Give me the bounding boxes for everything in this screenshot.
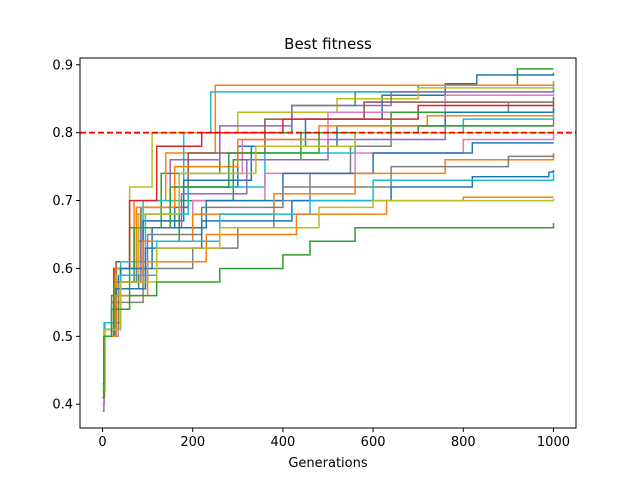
series-line-25 [102,198,555,392]
x-tick-label: 800 [451,435,476,450]
x-tick-label: 600 [361,435,386,450]
plot-frame [79,57,577,429]
series-layer [102,68,555,412]
y-tick-label: 0.5 [52,330,73,345]
chart-title: Best fitness [284,35,372,53]
y-tick-label: 0.4 [52,398,73,413]
x-tick-label: 0 [98,435,106,450]
y-tick-label: 0.9 [52,58,73,73]
y-tick-label: 0.6 [52,262,73,277]
x-tick-label: 400 [270,435,295,450]
x-tick-label: 1000 [537,435,570,450]
series-line-26 [102,223,555,399]
axes-layer: 0 200 400 600 800 1000 0.4 0.5 0.6 0.7 0.8 0.9 [52,58,570,450]
y-tick-label: 0.7 [52,194,73,209]
y-tick-label: 0.8 [52,126,73,141]
x-axis-label: Generations [288,456,368,471]
x-tick-label: 200 [180,435,205,450]
